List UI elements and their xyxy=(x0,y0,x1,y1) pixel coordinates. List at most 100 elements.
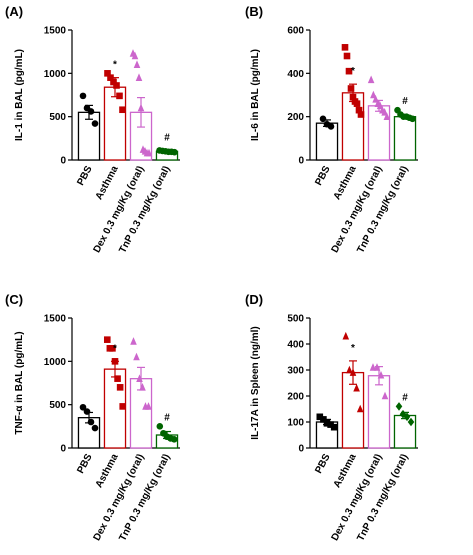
data-point xyxy=(130,337,137,345)
data-point xyxy=(119,106,126,114)
y-tick-label: 500 xyxy=(49,400,66,411)
data-point xyxy=(119,403,127,410)
x-tick-label: PBS xyxy=(75,164,95,188)
x-tick-label: TnP 0.3 mg/Kg (oral) xyxy=(117,452,172,543)
annotation: * xyxy=(351,343,355,354)
data-point xyxy=(145,402,152,410)
x-tick-label: Asthma xyxy=(94,164,121,202)
data-point xyxy=(407,417,415,427)
data-point xyxy=(114,375,121,382)
data-point xyxy=(156,423,164,430)
bar xyxy=(393,116,417,161)
x-tick-label: TnP 0.3 mg/Kg (oral) xyxy=(355,164,410,255)
data-point xyxy=(87,108,95,115)
data-point xyxy=(137,103,145,112)
panel-label: (C) xyxy=(5,292,23,307)
y-axis-label: IL-6 in BAL (pg/mL) xyxy=(250,49,261,141)
data-point xyxy=(370,90,377,99)
data-point xyxy=(136,374,143,382)
data-point xyxy=(373,363,381,371)
y-tick-label: 600 xyxy=(287,26,304,37)
y-tick-label: 1500 xyxy=(44,314,67,325)
data-point xyxy=(109,345,116,352)
data-point xyxy=(355,106,363,114)
y-tick-label: 100 xyxy=(287,418,304,429)
y-tick-label: 500 xyxy=(287,314,304,325)
data-point xyxy=(110,78,117,86)
data-point xyxy=(171,148,178,156)
data-point xyxy=(353,100,361,107)
data-point xyxy=(377,370,385,379)
data-point xyxy=(135,73,143,81)
data-point xyxy=(107,74,114,81)
data-point xyxy=(139,383,146,391)
y-axis-label: IL-17A in Spleen (ng/ml) xyxy=(250,326,261,440)
data-point xyxy=(133,60,141,68)
x-tick-label: Asthma xyxy=(94,452,121,490)
y-tick-label: 0 xyxy=(298,444,304,455)
annotation: # xyxy=(402,392,408,403)
y-tick-label: 0 xyxy=(298,156,304,167)
annotation: * xyxy=(113,59,117,70)
data-point xyxy=(319,115,327,123)
data-point xyxy=(131,51,139,60)
x-tick-label: PBS xyxy=(75,452,95,476)
data-point xyxy=(111,358,119,365)
data-point xyxy=(104,70,111,77)
data-point xyxy=(327,421,334,428)
data-point xyxy=(320,416,327,423)
data-point xyxy=(367,75,375,84)
data-point xyxy=(353,383,360,392)
data-point xyxy=(349,93,357,101)
data-point xyxy=(342,331,350,340)
x-tick-label: PBS xyxy=(313,164,333,188)
x-tick-label: PBS xyxy=(313,452,333,476)
data-point xyxy=(145,148,153,157)
data-point xyxy=(87,418,95,426)
data-point xyxy=(116,92,123,100)
annotation: * xyxy=(351,66,355,77)
y-tick-label: 1000 xyxy=(44,357,67,368)
data-point xyxy=(113,82,120,89)
y-tick-label: 1500 xyxy=(44,26,67,37)
data-point xyxy=(403,412,411,422)
data-point xyxy=(343,52,351,60)
annotation: # xyxy=(402,96,408,107)
x-tick-label: TnP 0.3 mg/Kg (oral) xyxy=(355,452,410,543)
annotation: # xyxy=(164,132,170,143)
data-point xyxy=(357,111,365,118)
data-point xyxy=(376,101,384,110)
data-point xyxy=(170,436,178,443)
data-point xyxy=(91,424,99,432)
data-point xyxy=(409,115,416,123)
data-point xyxy=(330,423,338,431)
data-point xyxy=(327,123,335,130)
data-point xyxy=(381,391,389,400)
data-point xyxy=(116,384,124,391)
panel-label: (B) xyxy=(245,4,263,19)
panel-label: (D) xyxy=(245,292,263,307)
x-tick-label: Asthma xyxy=(332,452,359,490)
data-point xyxy=(349,368,357,376)
data-point xyxy=(316,413,324,421)
data-point xyxy=(91,120,99,127)
data-point xyxy=(345,67,353,75)
y-axis-label: IL-1 in BAL (pg/mL) xyxy=(14,49,25,141)
x-tick-label: Asthma xyxy=(332,164,359,202)
y-tick-label: 0 xyxy=(60,444,66,455)
y-tick-label: 300 xyxy=(287,366,304,377)
y-tick-label: 0 xyxy=(60,156,66,167)
data-point xyxy=(341,44,349,51)
annotation: * xyxy=(113,343,117,354)
x-tick-label: TnP 0.3 mg/Kg (oral) xyxy=(117,164,172,255)
data-point xyxy=(323,420,331,427)
bar xyxy=(367,375,391,449)
data-point xyxy=(395,402,403,411)
panel-label: (A) xyxy=(5,4,23,19)
data-point xyxy=(356,404,364,413)
data-point xyxy=(372,95,379,103)
data-point xyxy=(79,92,87,100)
data-point xyxy=(79,403,87,411)
annotation: # xyxy=(164,412,170,423)
y-tick-label: 400 xyxy=(287,69,304,80)
